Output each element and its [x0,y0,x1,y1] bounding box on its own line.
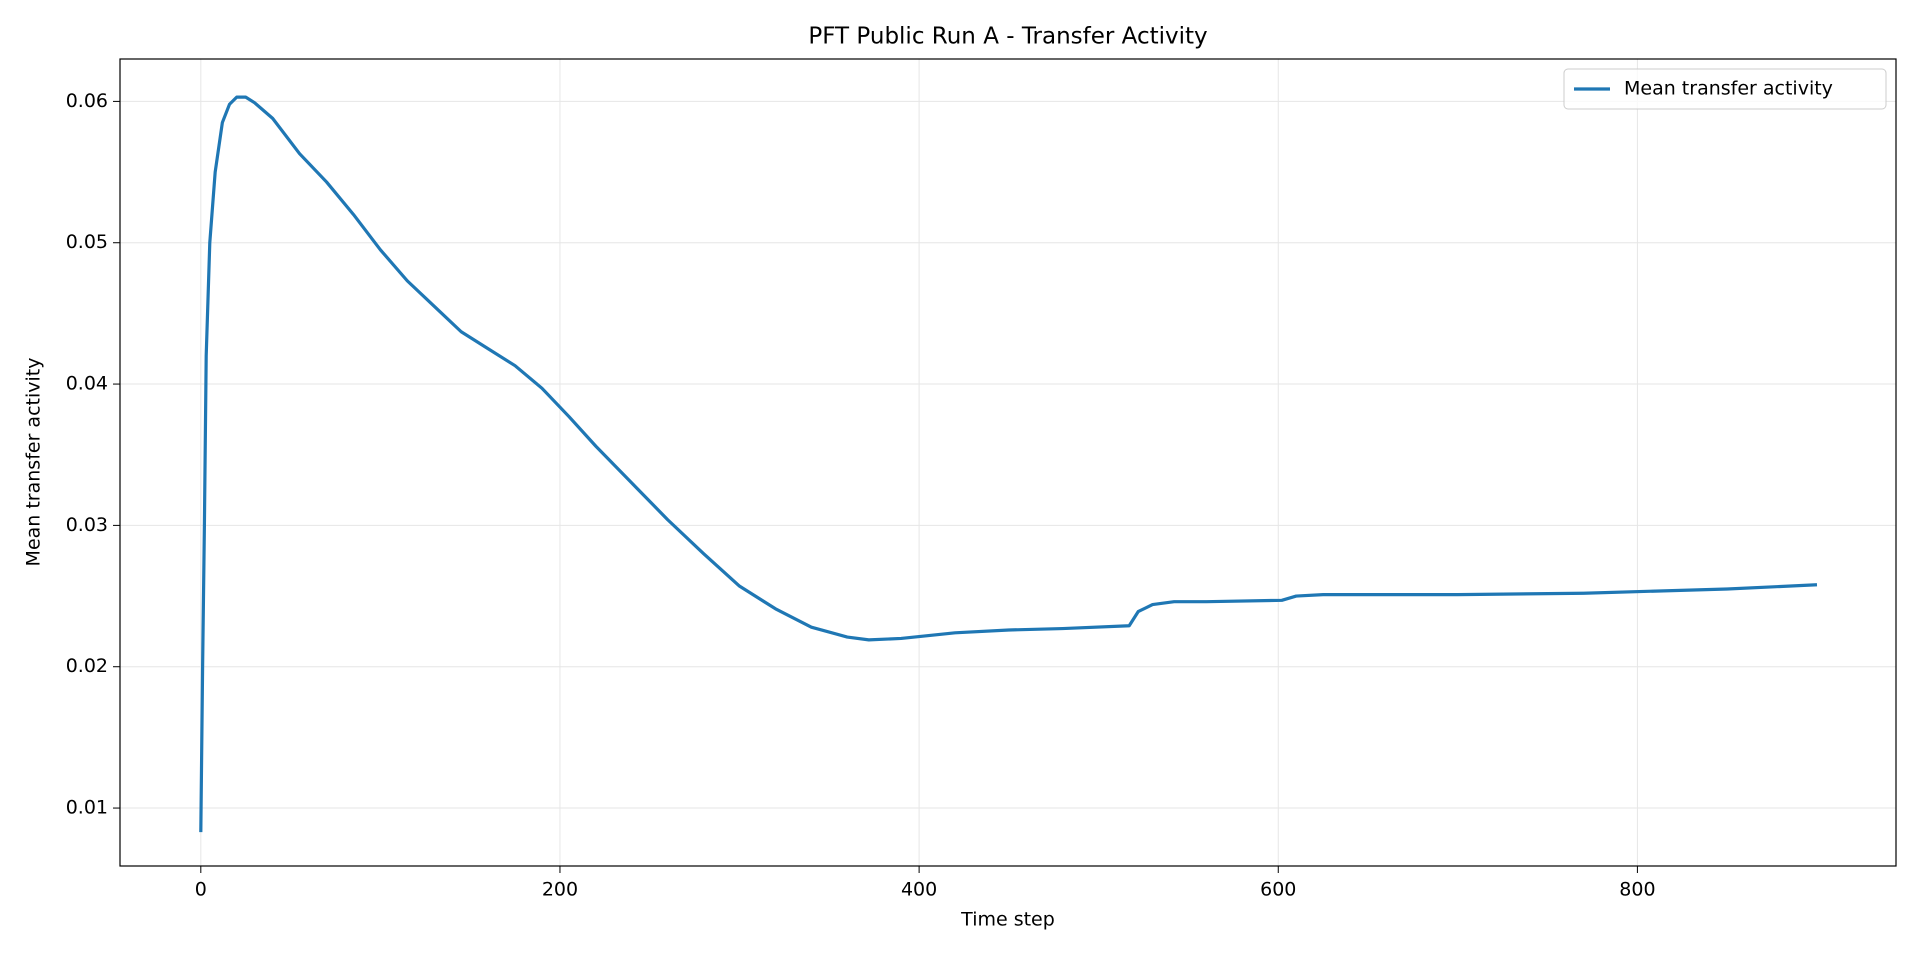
y-tick-label: 0.01 [66,797,108,819]
data-line [199,95,1818,833]
y-tick-label: 0.05 [66,231,108,253]
x-tick-label: 200 [542,879,578,901]
x-tick-label: 400 [901,879,937,901]
x-tick-label: 0 [195,879,207,901]
chart-title: PFT Public Run A - Transfer Activity [808,24,1207,50]
x-axis-label: Time step [960,909,1055,931]
x-tick-label: 600 [1260,879,1296,901]
y-tick-label: 0.02 [66,655,108,677]
y-tick-label: 0.03 [66,514,108,536]
legend-box [1563,68,1887,110]
y-axis-label: Mean transfer activity [23,358,45,567]
x-tick-label: 800 [1619,879,1655,901]
y-tick-label: 0.04 [66,373,108,395]
y-tick-label: 0.06 [66,90,108,112]
plot-frame [119,58,1897,867]
legend-label: Mean transfer activity [1624,78,1833,100]
